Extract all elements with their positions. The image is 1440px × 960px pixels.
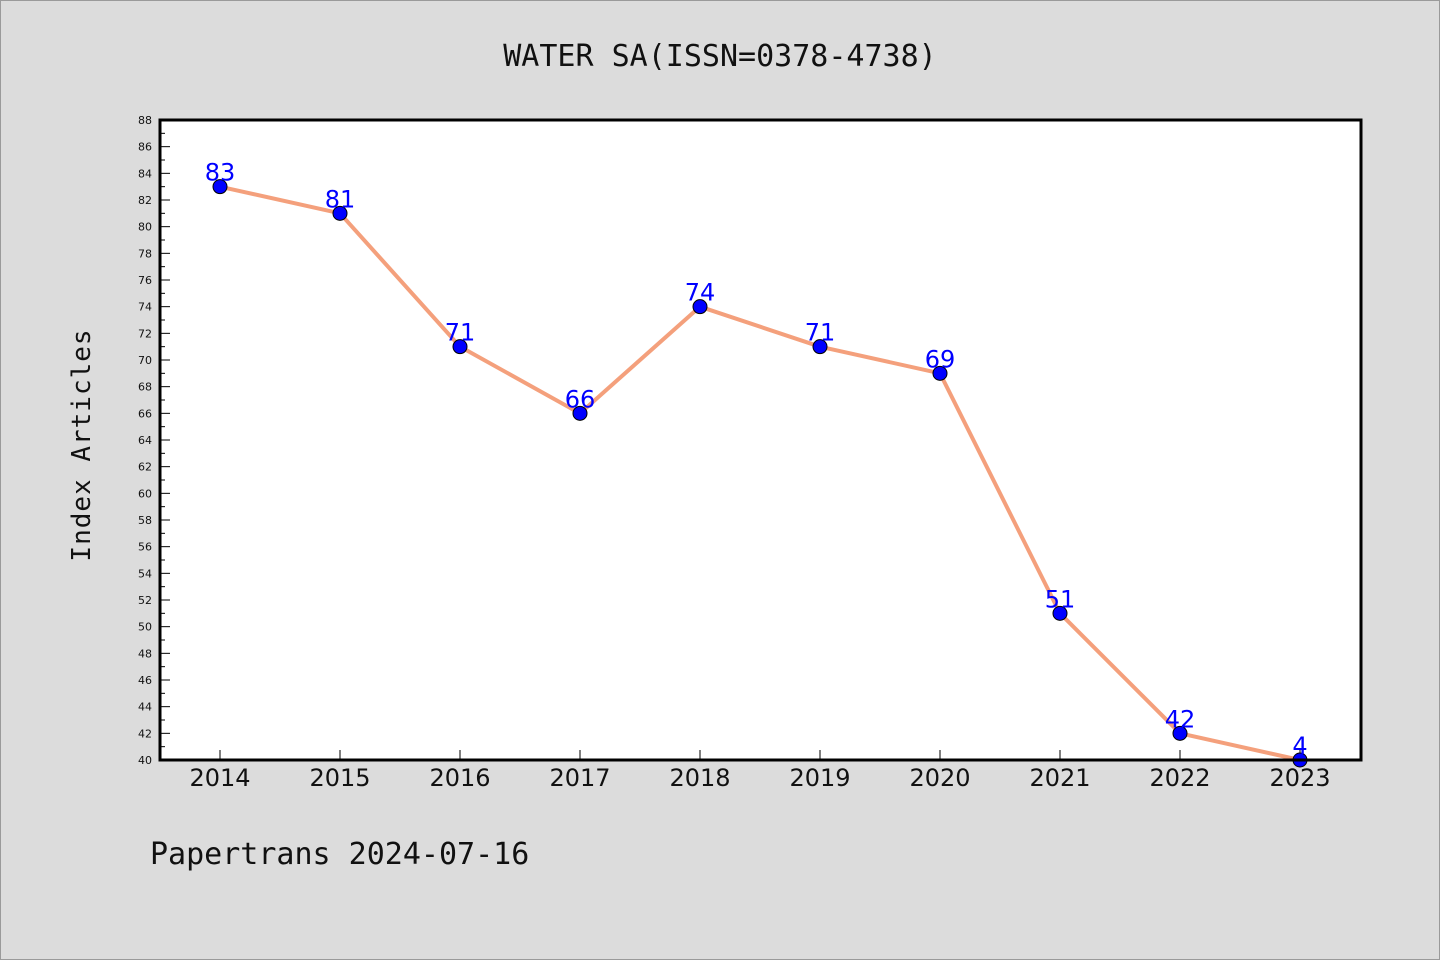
- y-tick-label: 86: [138, 141, 152, 154]
- data-labels-layer: 83 81 71 66 74 71 69 51 42 4: [205, 159, 1308, 760]
- y-tick-label: 50: [138, 621, 152, 634]
- y-tick-label: 88: [138, 114, 152, 127]
- data-label: 74: [685, 279, 716, 307]
- y-tick-label: 70: [138, 354, 152, 367]
- y-tick-label: 68: [138, 381, 152, 394]
- data-label: 4: [1292, 732, 1307, 760]
- y-tick-label: 62: [138, 461, 152, 474]
- y-tick-label: 64: [138, 434, 152, 447]
- data-label: 83: [205, 159, 236, 187]
- y-tick-label: 78: [138, 247, 152, 260]
- y-tick-label: 46: [138, 674, 152, 687]
- data-label: 69: [925, 345, 956, 373]
- y-tick-label: 54: [138, 567, 152, 580]
- series-line-layer: [218, 184, 1302, 762]
- plot-area: [160, 120, 1361, 760]
- data-point: [212, 179, 228, 195]
- data-point: [572, 405, 588, 421]
- x-tick-label: 2021: [1029, 764, 1090, 792]
- y-tick-label: 76: [138, 274, 152, 287]
- chart-title: WATER SA(ISSN=0378-4738): [503, 39, 936, 74]
- data-point: [812, 339, 828, 355]
- x-tick-label: 2020: [909, 764, 970, 792]
- plot-border: [158, 118, 1363, 762]
- x-tick-label: 2015: [309, 764, 370, 792]
- x-tick-label: 2022: [1149, 764, 1210, 792]
- y-tick-label: 42: [138, 727, 152, 740]
- data-point: [692, 299, 708, 315]
- y-tick-label: 48: [138, 647, 152, 660]
- y-tick-label: 66: [138, 407, 152, 420]
- data-label: 51: [1045, 585, 1076, 613]
- y-tick-label: 60: [138, 487, 152, 500]
- y-tick-label: 80: [138, 221, 152, 234]
- y-axis-label: Index Articles: [67, 328, 97, 561]
- data-point: [1052, 605, 1068, 621]
- x-tick-label: 2017: [549, 764, 610, 792]
- data-label: 81: [325, 185, 356, 213]
- y-tick-label: 40: [138, 754, 152, 767]
- data-point: [452, 339, 468, 355]
- data-label: 42: [1165, 705, 1196, 733]
- data-label: 71: [805, 319, 836, 347]
- data-point: [932, 365, 948, 381]
- data-point: [1172, 725, 1188, 741]
- x-tick-label: 2023: [1269, 764, 1330, 792]
- x-axis: 2014 2015 2016 2017 2018 2019 2020 2021 2022 2023: [189, 750, 1331, 792]
- y-tick-label: 52: [138, 594, 152, 607]
- x-tick-label: 2018: [669, 764, 730, 792]
- y-axis: 40 42 44 46 48 50 52 54 56 58 60 62 64 66 68 70 72 74 76 78…: [138, 114, 170, 767]
- x-tick-label: 2014: [189, 764, 250, 792]
- y-tick-label: 72: [138, 327, 152, 340]
- x-tick-label: 2019: [789, 764, 850, 792]
- data-point: [332, 205, 348, 221]
- y-tick-label: 44: [138, 701, 152, 714]
- footer-watermark: Papertrans 2024-07-16: [150, 837, 529, 872]
- x-tick-label: 2016: [429, 764, 490, 792]
- series-line: [218, 184, 1302, 762]
- y-tick-label: 58: [138, 514, 152, 527]
- y-tick-label: 84: [138, 167, 152, 180]
- data-label: 71: [445, 319, 476, 347]
- y-tick-label: 82: [138, 194, 152, 207]
- y-tick-label: 56: [138, 541, 152, 554]
- y-tick-label: 74: [138, 301, 152, 314]
- data-label: 66: [565, 385, 596, 413]
